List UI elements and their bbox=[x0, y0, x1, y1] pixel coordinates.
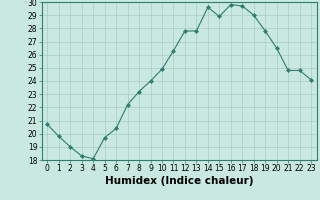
X-axis label: Humidex (Indice chaleur): Humidex (Indice chaleur) bbox=[105, 176, 253, 186]
